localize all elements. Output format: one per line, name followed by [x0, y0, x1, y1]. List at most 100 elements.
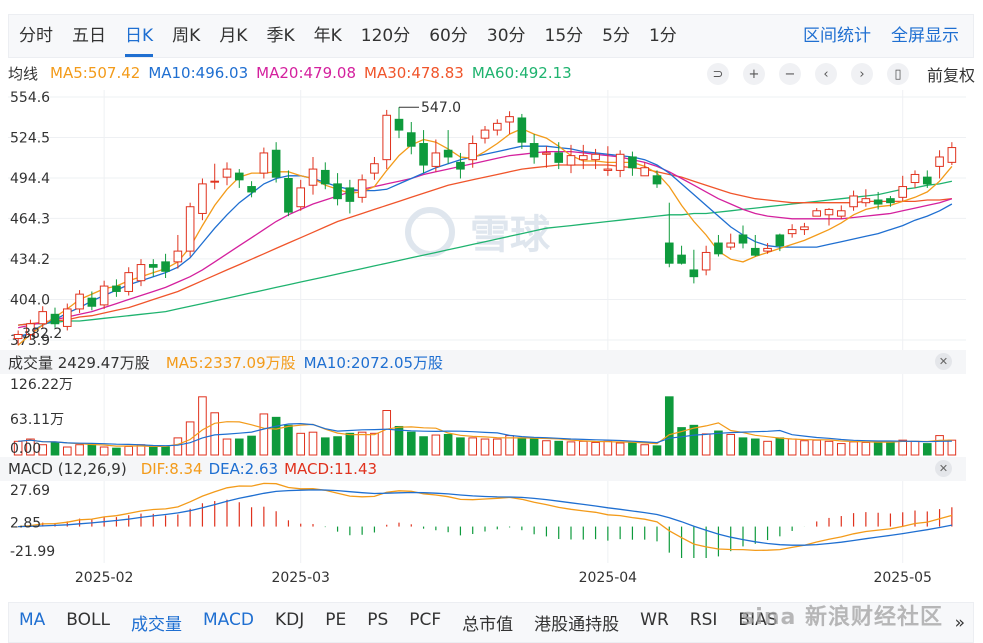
indicator-tab[interactable]: KDJ [274, 610, 305, 630]
price-tick-label: 434.2 [10, 252, 50, 268]
candle-body [480, 129, 490, 139]
indicator-tab[interactable]: BOLL [66, 610, 110, 630]
volume-tick-label: 0.00 [10, 441, 41, 457]
period-tab[interactable]: 15分 [544, 26, 584, 46]
indicator-tab[interactable]: 港股通持股 [534, 615, 620, 635]
volume-bar [284, 424, 293, 456]
date-axis: 2025-02 2025-03 2025-04 2025-05 [75, 570, 932, 586]
volume-bar [271, 416, 281, 456]
candle-body [222, 168, 232, 178]
period-tab[interactable]: 五日 [72, 26, 106, 46]
volume-bar [38, 444, 48, 456]
period-tab[interactable]: 年K [313, 26, 342, 46]
volume-bar [517, 437, 527, 456]
volume-bar [456, 437, 465, 456]
volume-ma10-line [18, 422, 952, 447]
candle-body [750, 247, 760, 256]
volume-bar [382, 410, 392, 456]
candle-body [296, 187, 306, 208]
ma-legend-item: MA60:492.13 [471, 64, 572, 82]
candle-body [161, 261, 170, 272]
indicator-tab[interactable]: WR [640, 610, 669, 630]
candle-body [26, 323, 35, 335]
indicator-tab[interactable]: PCF [409, 610, 442, 630]
indicator-tab[interactable]: RSI [689, 610, 718, 630]
macd-dea-line [18, 489, 953, 546]
volume-bar [812, 439, 822, 456]
scroll-left-icon[interactable]: ‹ [814, 63, 837, 85]
period-tab[interactable]: 日K [125, 15, 154, 57]
adjust-type-button[interactable]: 前复权 [926, 66, 975, 85]
indicator-tab[interactable]: 成交量 [130, 615, 182, 635]
volume-bar [308, 431, 318, 456]
candle-body [38, 311, 48, 325]
period-tab[interactable]: 季K [266, 26, 295, 46]
scroll-right-icon[interactable]: › [850, 63, 873, 85]
price-tick-label: 404.0 [10, 293, 50, 309]
volume-bar [173, 437, 183, 456]
volume-bar [935, 435, 944, 456]
candle-body [591, 153, 600, 161]
high-price-label: 547.0 [421, 100, 461, 116]
indicator-tab[interactable]: PS [367, 610, 389, 630]
top-actions: 区间统计 全屏显示 [803, 15, 959, 57]
volume-bar [542, 440, 551, 456]
sina-watermark: sina 新浪财经社区 [741, 605, 943, 630]
volume-bar [873, 440, 883, 456]
candle-body [726, 242, 736, 248]
candle-body [787, 229, 797, 235]
ma-legend-item: MA30:478.83 [364, 64, 464, 82]
candle-body [259, 152, 269, 174]
candle-body [468, 143, 478, 161]
low-price-label: 382.2 [22, 326, 62, 342]
period-tab[interactable]: 月K [219, 26, 248, 46]
candle-body [800, 226, 809, 231]
indicator-tab[interactable]: PE [325, 610, 347, 630]
candle-body [578, 155, 588, 161]
range-stats-button[interactable]: 区间统计 [803, 26, 871, 46]
candle-body [406, 132, 416, 147]
price-tick-label: 464.3 [10, 211, 50, 227]
volume-bar [87, 443, 97, 456]
candle-body [320, 169, 330, 185]
indicator-tab[interactable]: BIAS [738, 610, 778, 630]
candle-body [615, 153, 625, 171]
candle-body [714, 242, 723, 255]
indicator-tab[interactable]: 总市值 [462, 615, 514, 635]
candle-body [50, 313, 60, 325]
ma-legend-item: MA5:507.42 [50, 64, 141, 82]
indicator-tab[interactable]: MA [19, 610, 46, 630]
candle-body [456, 161, 465, 170]
more-indicators-icon[interactable]: » [954, 612, 965, 633]
volume-bar [112, 447, 121, 456]
zoom-out-icon[interactable]: − [778, 63, 801, 85]
date-tick-label: 2025-03 [271, 570, 330, 586]
volume-bar [124, 445, 134, 456]
period-tab[interactable]: 60分 [429, 26, 468, 46]
close-volume-icon[interactable]: ✕ [935, 353, 952, 370]
candle-body [75, 293, 84, 310]
fullscreen-button[interactable]: 全屏显示 [891, 26, 959, 46]
indicator-tab[interactable]: MACD [202, 610, 254, 630]
zoom-in-icon[interactable]: + [742, 63, 765, 85]
candle-body [505, 116, 514, 123]
period-tab[interactable]: 1分 [648, 26, 677, 46]
volume-bar [701, 433, 711, 456]
candle-body [370, 163, 379, 174]
period-tab[interactable]: 周K [172, 26, 201, 46]
volume-bar [210, 412, 220, 456]
candle-body [763, 247, 772, 252]
undo-icon[interactable]: ⊃ [706, 63, 729, 85]
candle-style-icon[interactable]: ▯ [886, 63, 909, 85]
volume-bar [50, 441, 60, 456]
period-tab[interactable]: 分时 [19, 26, 53, 46]
candle-body [492, 122, 502, 131]
period-tab[interactable]: 120分 [360, 26, 411, 46]
macd-header: MACD (12,26,9) DIF:8.34 DEA:2.63 MACD:11… [0, 457, 966, 481]
volume-bar [738, 437, 748, 456]
watermark-logo-icon [405, 207, 455, 257]
ma60-line [18, 180, 953, 326]
period-tab[interactable]: 30分 [486, 26, 526, 46]
period-tab[interactable]: 5分 [602, 26, 630, 46]
close-macd-icon[interactable]: ✕ [935, 460, 952, 477]
